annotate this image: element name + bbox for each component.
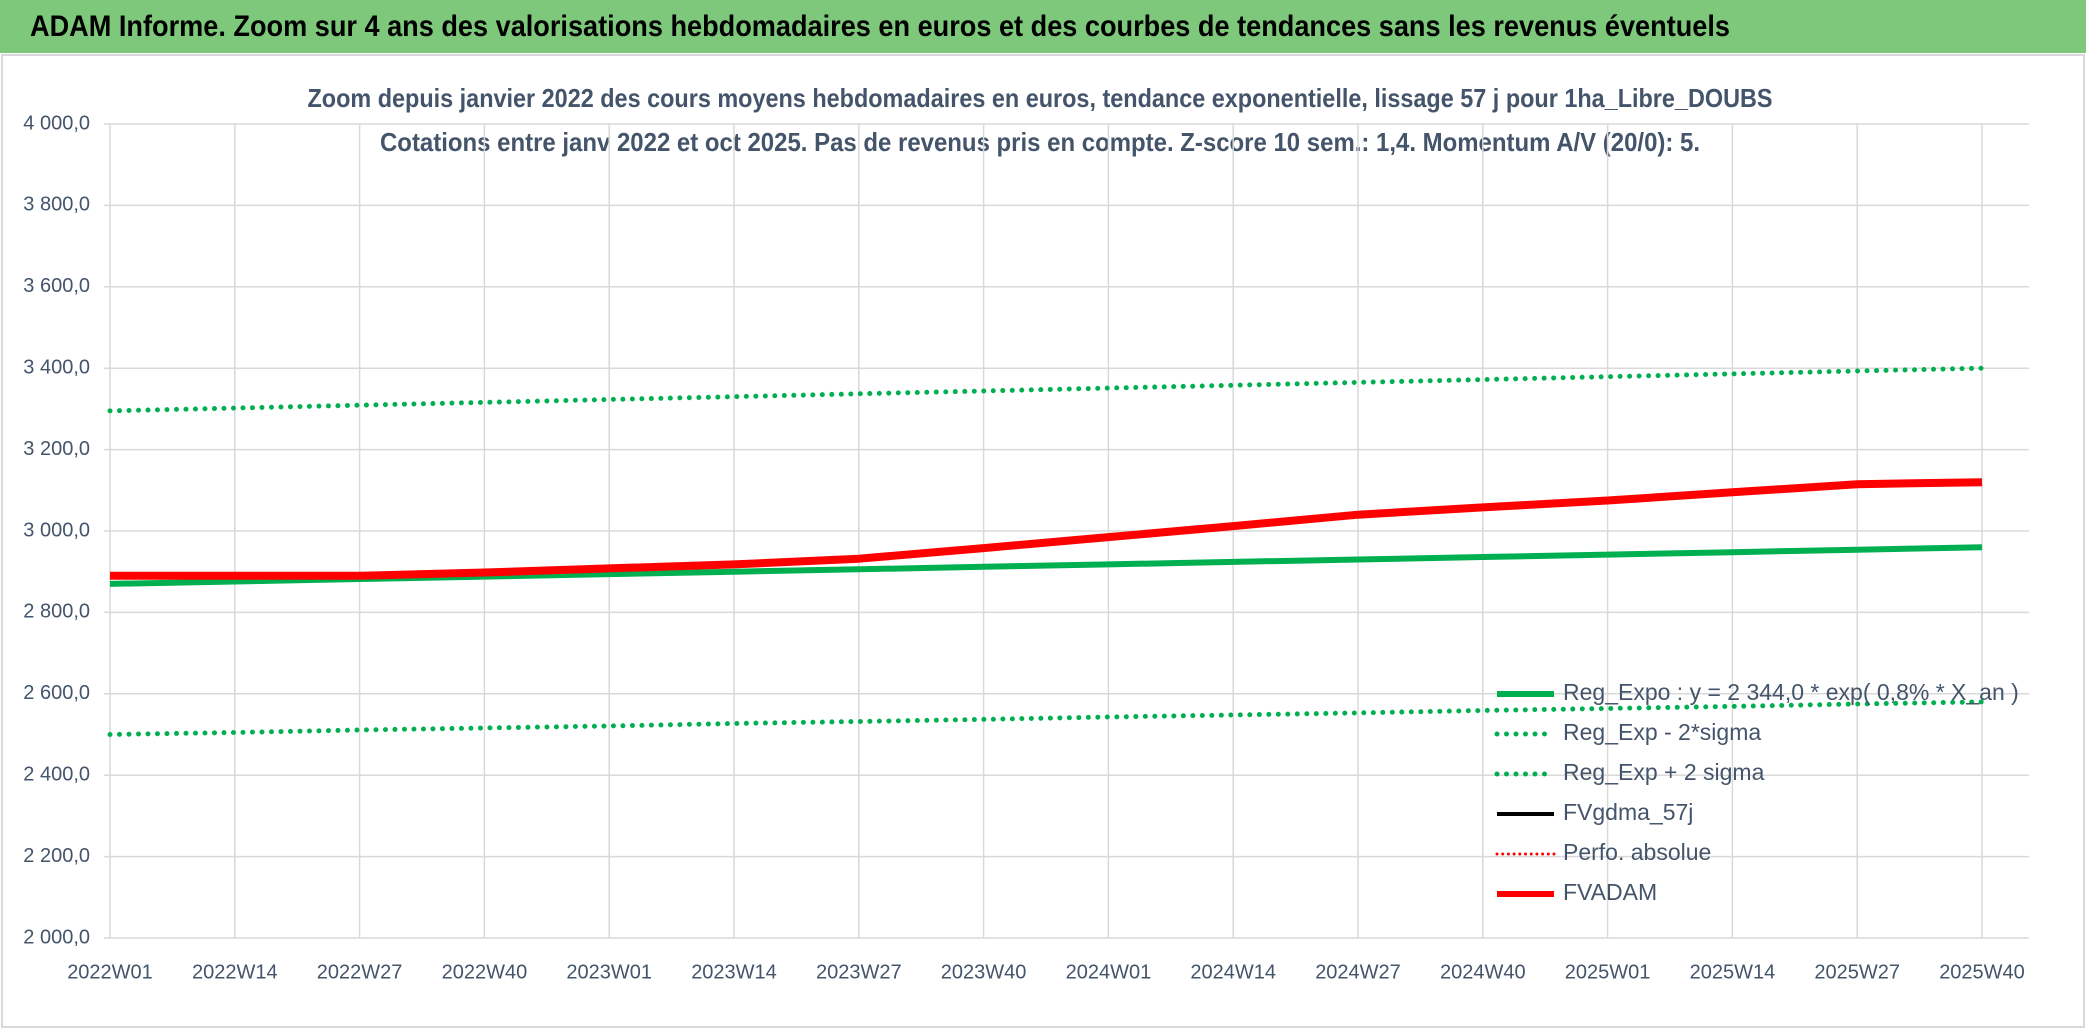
chart-subtitle: Zoom depuis janvier 2022 des cours moyen…: [308, 83, 1773, 113]
y-tick-label: 2 000,0: [23, 926, 90, 948]
series-line: [107, 699, 1985, 737]
legend-label: FVADAM: [1563, 879, 1657, 905]
y-tick-label: 3 000,0: [23, 519, 90, 541]
y-tick-label: 2 200,0: [23, 845, 90, 867]
y-tick-label: 4 000,0: [23, 112, 90, 134]
series-line: [107, 365, 1985, 414]
x-tick-label: 2025W01: [1565, 961, 1651, 983]
chart-title: ADAM Informe. Zoom sur 4 ans des valoris…: [30, 10, 1730, 43]
y-tick-label: 3 200,0: [23, 438, 90, 460]
x-tick-label: 2022W01: [67, 961, 153, 983]
y-tick-label: 3 400,0: [23, 356, 90, 378]
x-tick-label: 2023W01: [566, 961, 652, 983]
x-tick-label: 2022W40: [442, 961, 528, 983]
x-tick-label: 2022W14: [192, 961, 278, 983]
legend-label: Reg_Exp + 2 sigma: [1563, 759, 1765, 785]
y-tick-label: 2 800,0: [23, 601, 90, 623]
x-tick-label: 2024W01: [1066, 961, 1152, 983]
x-tick-label: 2022W27: [317, 961, 403, 983]
x-tick-label: 2023W27: [816, 961, 902, 983]
y-tick-label: 2 400,0: [23, 763, 90, 785]
x-tick-label: 2024W40: [1440, 961, 1526, 983]
x-tick-label: 2024W27: [1315, 961, 1401, 983]
x-tick-label: 2025W40: [1939, 961, 2025, 983]
legend-label: Perfo. absolue: [1563, 839, 1711, 865]
y-tick-label: 3 800,0: [23, 194, 90, 216]
chart-subtitle: Cotations entre janv 2022 et oct 2025. P…: [380, 127, 1700, 157]
x-tick-label: 2023W14: [691, 961, 777, 983]
series-line: [110, 478, 1983, 580]
x-tick-label: 2025W14: [1690, 961, 1776, 983]
x-tick-label: 2025W27: [1814, 961, 1900, 983]
legend-label: FVgdma_57j: [1563, 799, 1693, 825]
chart-border: [1, 54, 2085, 1028]
y-tick-label: 2 600,0: [23, 682, 90, 704]
x-tick-label: 2023W40: [941, 961, 1027, 983]
y-tick-label: 3 600,0: [23, 275, 90, 297]
title-bar: [0, 0, 2086, 53]
legend-label: Reg_Exp - 2*sigma: [1563, 719, 1761, 745]
x-tick-label: 2024W14: [1190, 961, 1276, 983]
legend-label: Reg_Expo : y = 2 344,0 * exp( 0,8% * X_a…: [1563, 679, 2019, 705]
